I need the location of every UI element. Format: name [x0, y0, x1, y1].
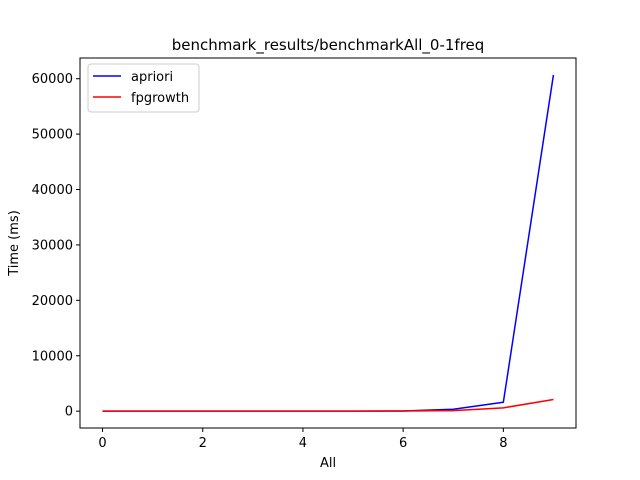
legend: apriori fpgrowth: [87, 63, 200, 113]
legend-label-apriori: apriori: [131, 70, 173, 85]
x-tick-label: 6: [399, 436, 407, 451]
y-tick-label: 0: [65, 405, 73, 420]
plot-frame: [79, 57, 577, 429]
plot-series: [102, 74, 555, 412]
legend-label-fpgrowth: fpgrowth: [131, 91, 189, 106]
chart-title: benchmark_results/benchmarkAll_0-1freq: [172, 36, 485, 55]
y-axis-title: Time (ms): [7, 210, 22, 277]
y-axis: 0 10000 20000 30000 40000 50000 60000: [32, 72, 80, 420]
x-tick-label: 2: [199, 436, 207, 451]
x-axis-title: All: [320, 456, 336, 471]
x-axis: 0 2 4 6 8: [98, 428, 507, 451]
y-tick-label: 10000: [32, 349, 73, 364]
x-tick-label: 8: [499, 436, 507, 451]
series-line-fpgrowth: [102, 398, 554, 412]
y-tick-label: 50000: [32, 128, 73, 143]
x-tick-label: 4: [299, 436, 307, 451]
x-tick-label: 0: [98, 436, 106, 451]
series-line-apriori: [102, 74, 555, 412]
y-tick-label: 40000: [32, 183, 73, 198]
y-tick-label: 60000: [32, 72, 73, 87]
y-tick-label: 30000: [32, 238, 73, 253]
y-tick-label: 20000: [32, 294, 73, 309]
